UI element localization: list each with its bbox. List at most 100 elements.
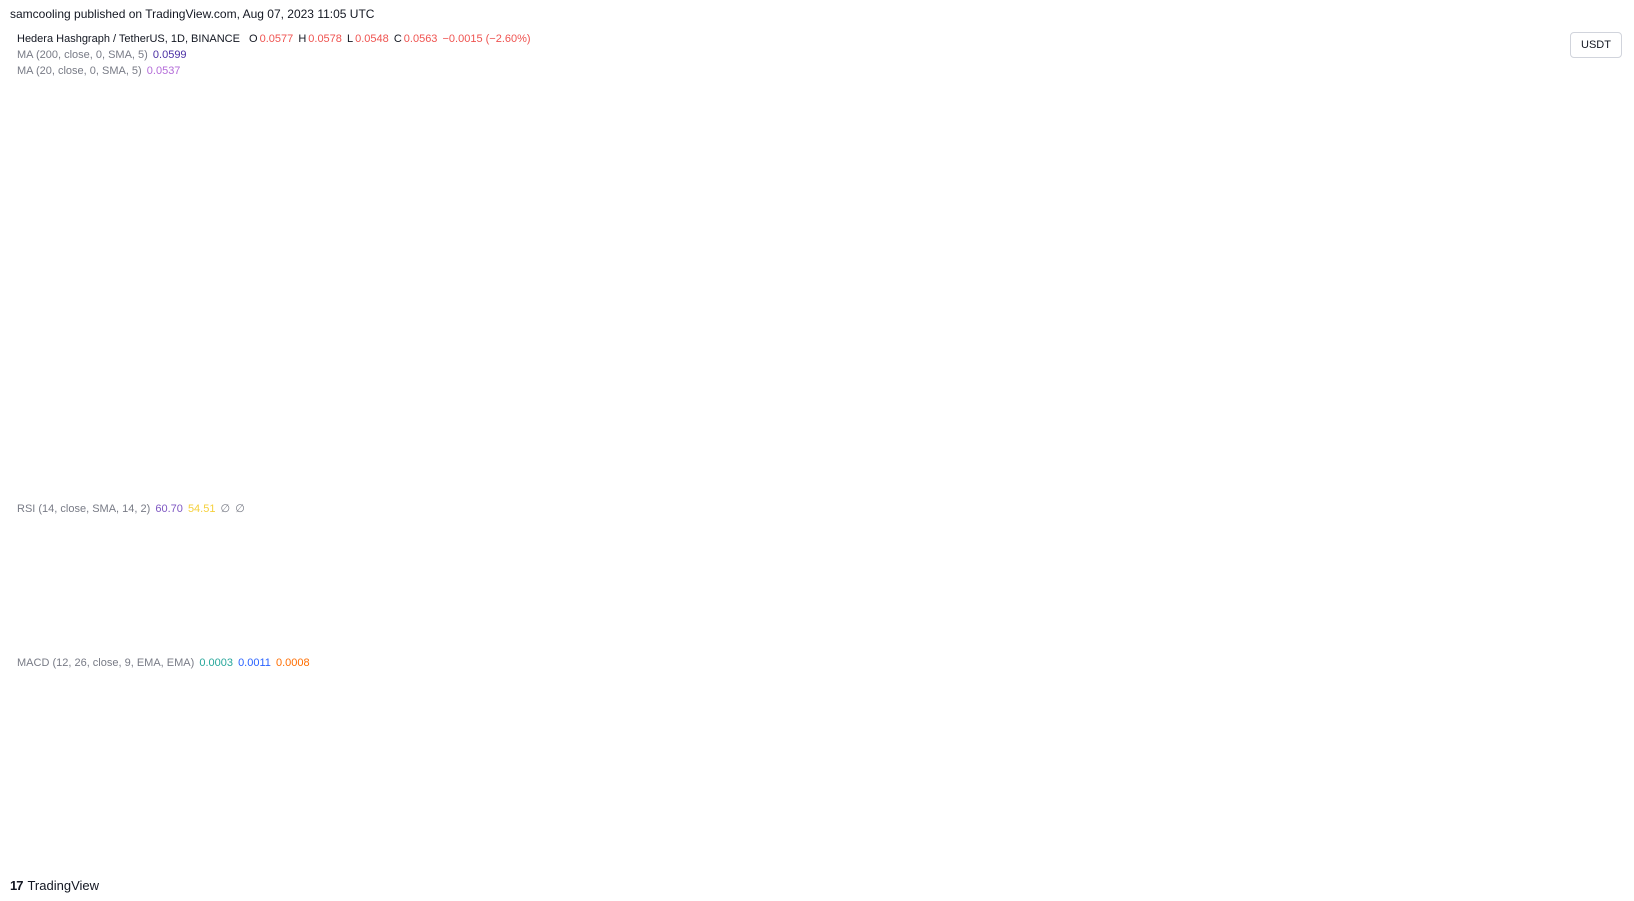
ma20-legend[interactable]: MA (20, close, 0, SMA, 5) 0.0537: [17, 65, 182, 77]
macd-histogram-bar: [176, 677, 182, 709]
candle-body: [662, 334, 669, 338]
ohlc-open-label: O: [249, 33, 258, 45]
candle-body: [989, 324, 996, 330]
candle-body: [624, 317, 631, 327]
candle-body: [1126, 323, 1132, 325]
macd-histogram-bar: [419, 708, 426, 712]
ma200-legend[interactable]: MA (200, close, 0, SMA, 5) 0.0599: [17, 49, 189, 61]
macd-histogram-bar: [883, 708, 889, 712]
macd-histogram-bar: [541, 708, 547, 722]
ohlc-close: 0.0563: [403, 33, 438, 45]
candle-body: [647, 326, 654, 332]
macd-histogram-bar: [860, 706, 866, 709]
rsi-extra-2: ∅: [235, 503, 245, 515]
candle-body: [556, 321, 562, 327]
macd-histogram-bar: [70, 698, 76, 709]
tradingview-footer[interactable]: 17 TradingView: [10, 878, 99, 893]
macd-histogram-bar: [199, 688, 205, 709]
candle-body: [974, 322, 980, 329]
candle-body: [609, 330, 616, 341]
candle-body: [640, 320, 646, 327]
candle-body: [921, 368, 927, 375]
macd-histogram-bar: [586, 708, 593, 710]
candle-body: [617, 326, 623, 331]
candle-body: [313, 200, 319, 215]
candle-body: [1118, 320, 1125, 325]
candle-body: [814, 322, 821, 330]
macd-histogram-bar: [723, 708, 730, 710]
price-tick-label: 0.0350: [1508, 453, 1542, 465]
tradingview-brand: TradingView: [27, 878, 100, 893]
macd-histogram-bar: [184, 677, 190, 709]
macd-histogram-bar: [123, 698, 129, 709]
macd-histogram-bar: [275, 708, 281, 714]
candle-body: [275, 220, 281, 230]
macd-histogram-bar: [1096, 708, 1102, 714]
macd-histogram-bar: [1035, 698, 1041, 709]
candle-body: [1141, 318, 1148, 324]
macd-histogram-bar: [298, 706, 304, 709]
candle-body: [153, 199, 160, 275]
symbol-name[interactable]: Hedera Hashgraph / TetherUS, 1D, BINANCE: [17, 33, 240, 45]
macd-histogram-bar: [700, 706, 707, 709]
candle-body: [845, 336, 851, 357]
candle-body: [951, 361, 958, 365]
rsi-legend[interactable]: RSI (14, close, SMA, 14, 2) 60.70 54.51 …: [17, 502, 247, 515]
macd-histogram-bar: [16, 708, 23, 712]
rsi-line: [11, 506, 1168, 624]
ma200-line: [10, 267, 1168, 284]
macd-histogram-bar: [480, 708, 486, 720]
macd-histogram-bar: [396, 708, 403, 717]
candle-body: [366, 260, 372, 266]
candle-body: [1058, 313, 1064, 318]
candle-body: [928, 368, 935, 370]
macd-histogram-bar: [830, 695, 836, 709]
time-tick-label: 10: [276, 833, 288, 845]
macd-histogram-bar: [1088, 708, 1094, 712]
macd-histogram-bar: [1103, 708, 1110, 712]
candle-body: [632, 317, 638, 321]
candle-body: [541, 320, 547, 330]
candle-body: [776, 380, 783, 384]
candle-body: [754, 375, 760, 403]
candle-body: [343, 258, 350, 268]
macd-histogram-bar: [814, 701, 821, 709]
candle-body: [784, 352, 790, 384]
candle-body: [1096, 323, 1102, 327]
candle-body: [1042, 295, 1049, 310]
rsi-tick-label: 60.00: [1508, 533, 1536, 545]
candle-body: [738, 370, 745, 381]
candle-body: [883, 341, 889, 346]
macd-legend[interactable]: MACD (12, 26, close, 9, EMA, EMA) 0.0003…: [17, 657, 312, 669]
macd-histogram-bar: [1118, 708, 1125, 712]
macd-histogram-bar: [32, 708, 38, 712]
macd-histogram-bar: [1027, 701, 1034, 709]
macd-histogram-bar: [191, 682, 198, 709]
macd-histogram-bar: [206, 693, 213, 709]
macd-label: MACD (12, 26, close, 9, EMA, EMA): [17, 657, 195, 669]
macd-histogram-bar: [434, 708, 441, 710]
candle-body: [510, 329, 517, 334]
level-tag-label: 0.0786: [1510, 121, 1544, 133]
last-price-tag-label: 0.0563: [1510, 291, 1544, 303]
macd-histogram-bar: [837, 695, 844, 709]
macd-histogram-bar: [754, 708, 760, 712]
macd-histogram-bar: [951, 708, 958, 714]
macd-histogram-bar: [153, 690, 160, 709]
macd-histogram-bar: [906, 708, 912, 710]
macd-histogram-bar: [564, 708, 570, 714]
ohlc-open: 0.0577: [259, 33, 294, 45]
currency-unit-button[interactable]: USDT: [1570, 32, 1622, 58]
candle-body: [267, 218, 274, 230]
candle-body: [298, 202, 304, 210]
level-tag: [1504, 118, 1550, 135]
candle-body: [1073, 323, 1079, 326]
rsi-band: [10, 512, 1500, 615]
alert-icon: [1409, 473, 1427, 491]
candle-body: [1134, 323, 1140, 325]
candle-body: [792, 342, 798, 353]
candle-body: [761, 384, 768, 403]
candle-body: [1020, 291, 1026, 318]
candle-body: [9, 250, 15, 265]
